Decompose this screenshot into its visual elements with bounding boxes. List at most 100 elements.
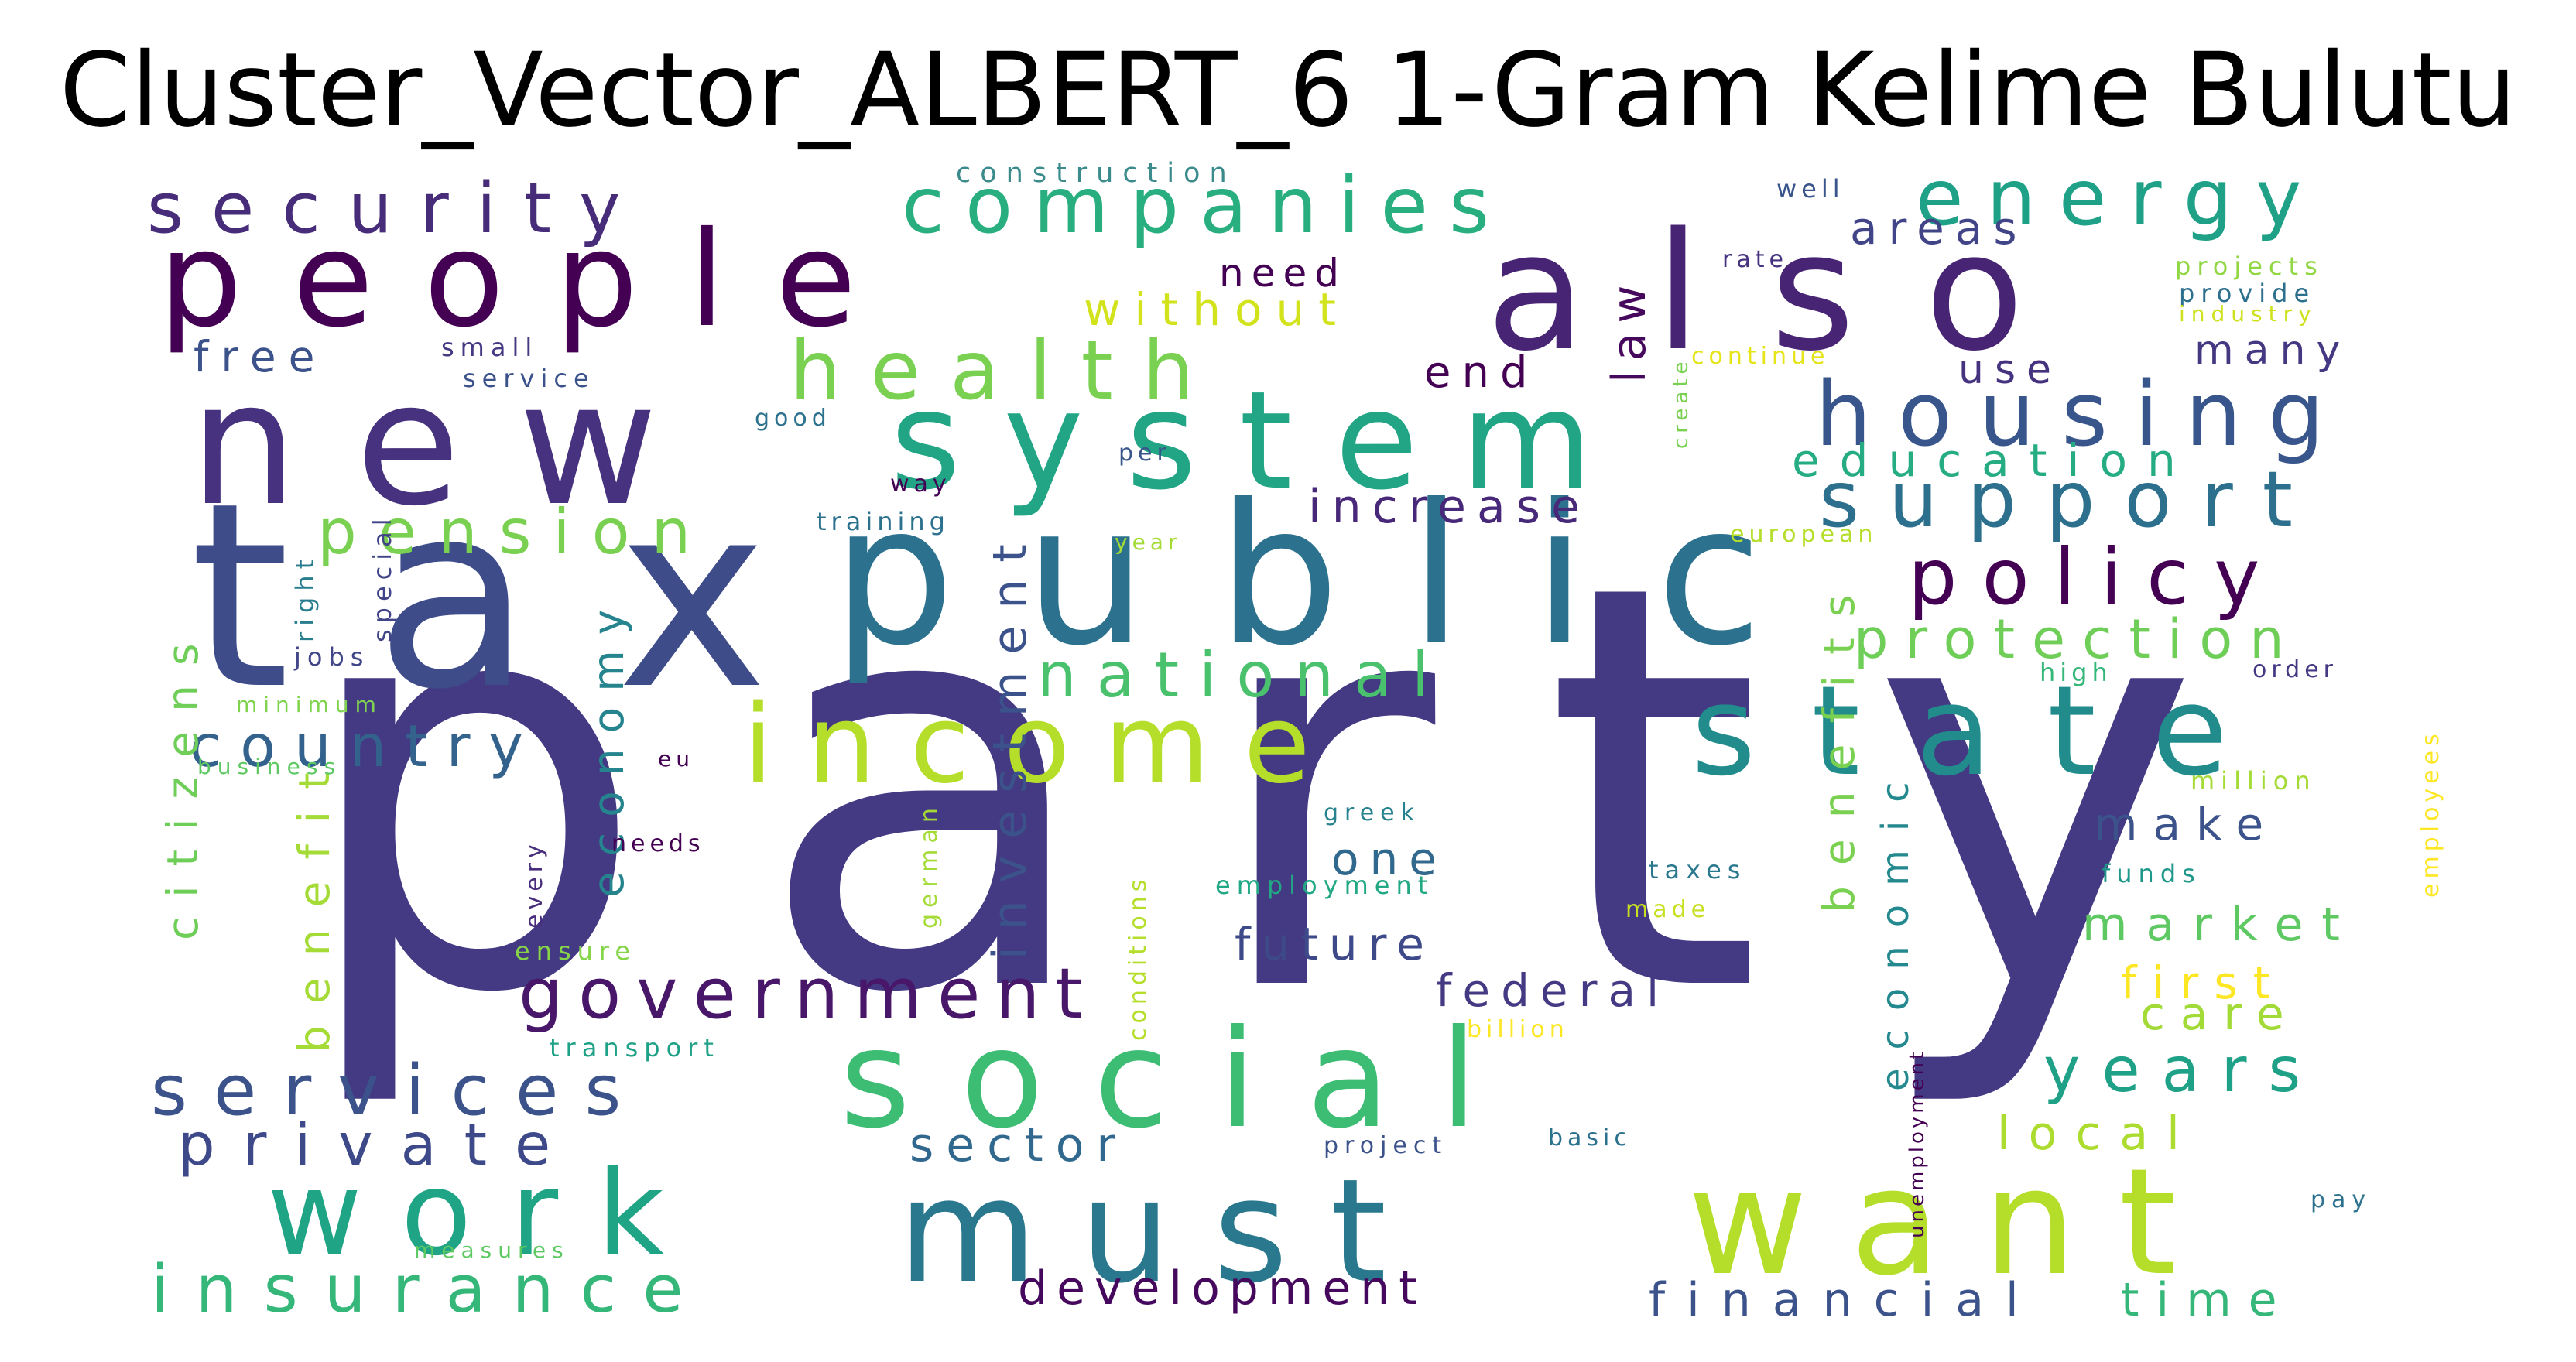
word-pension: pension	[317, 496, 712, 568]
word-made: made	[1625, 896, 1710, 923]
word-way: way	[890, 471, 951, 498]
word-employment: employment	[1215, 871, 1434, 900]
word-tax: tax	[190, 448, 853, 745]
word-basic: basic	[1548, 1124, 1632, 1152]
word-government: government	[519, 953, 1098, 1035]
word-law: law	[1602, 275, 1656, 383]
word-special: special	[368, 512, 397, 642]
word-every: every	[521, 840, 548, 929]
word-must: must	[898, 1148, 1429, 1315]
word-national: national	[1037, 639, 1449, 711]
word-income: income	[743, 682, 1345, 808]
word-future: future	[1235, 918, 1435, 970]
word-country: country	[190, 712, 542, 780]
word-projects: projects	[2175, 252, 2324, 281]
word-needs: needs	[611, 830, 705, 857]
word-jobs: jobs	[293, 642, 369, 672]
word-want: want	[1687, 1137, 2219, 1308]
word-industry: industry	[2179, 301, 2317, 327]
word-people: people	[159, 204, 906, 357]
word-continue: continue	[1691, 343, 1829, 370]
word-billion: billion	[1467, 1016, 1569, 1043]
word-transport: transport	[550, 1033, 720, 1063]
word-social: social	[840, 1001, 1528, 1158]
page-title: Cluster_Vector_ALBERT_6 1-Gram Kelime Bu…	[59, 31, 2517, 150]
word-policy: policy	[1908, 532, 2284, 622]
word-many: many	[2194, 327, 2351, 374]
word-insurance: insurance	[151, 1251, 710, 1328]
word-time: time	[2121, 1273, 2294, 1327]
word-education: education	[1792, 434, 2196, 487]
word-business: business	[197, 754, 341, 779]
word-care: care	[2140, 987, 2300, 1040]
word-state: state	[1691, 659, 2283, 803]
word-benefit: benefit	[289, 751, 339, 1052]
word-employees: employees	[2417, 729, 2444, 898]
word-million: million	[2191, 766, 2317, 796]
word-economy: economy	[584, 594, 633, 898]
word-year: year	[1115, 529, 1181, 555]
word-first: first	[2121, 956, 2286, 1009]
word-areas: areas	[1850, 202, 2028, 255]
word-citizens: citizens	[158, 624, 207, 940]
word-eu: eu	[658, 746, 694, 772]
word-well: well	[1776, 174, 1845, 204]
word-housing: housing	[1815, 363, 2351, 467]
word-federal: federal	[1436, 964, 1670, 1017]
word-services: services	[151, 1050, 647, 1131]
word-taxes: taxes	[1649, 855, 1746, 885]
word-construction: construction	[956, 158, 1236, 189]
word-economic: economic	[1874, 763, 1917, 1091]
word-measures: measures	[414, 1237, 570, 1263]
word-work: work	[267, 1147, 703, 1282]
word-private: private	[178, 1110, 578, 1179]
word-without: without	[1084, 283, 1350, 336]
word-right: right	[290, 553, 320, 642]
word-provide: provide	[2179, 279, 2315, 308]
word-make: make	[2094, 798, 2279, 850]
word-also: also	[1486, 197, 2094, 387]
word-sector: sector	[909, 1118, 1128, 1172]
word-service: service	[463, 364, 595, 393]
word-create: create	[1670, 357, 1693, 449]
word-party: party	[294, 466, 2309, 1114]
word-public: public	[832, 463, 1832, 688]
word-increase: increase	[1308, 480, 1591, 534]
word-support: support	[1819, 454, 2322, 545]
word-free: free	[194, 332, 327, 382]
word-need: need	[1219, 251, 1347, 296]
word-order: order	[2252, 656, 2338, 683]
word-local: local	[1997, 1107, 2198, 1161]
word-ensure: ensure	[515, 936, 636, 966]
word-good: good	[755, 405, 831, 432]
word-security: security	[147, 168, 648, 249]
word-greek: greek	[1324, 799, 1420, 826]
word-new: new	[190, 345, 716, 543]
word-project: project	[1324, 1132, 1447, 1159]
word-per: per	[1118, 440, 1171, 467]
word-energy: energy	[1916, 152, 2324, 243]
word-investment: investment	[983, 527, 1037, 960]
word-benefits: benefits	[1814, 574, 1864, 913]
word-market: market	[2082, 898, 2358, 952]
word-conditions: conditions	[1125, 875, 1152, 1041]
word-rate: rate	[1722, 246, 1788, 273]
word-end: end	[1424, 347, 1539, 398]
word-german: german	[916, 802, 943, 929]
word-unemployment: unemployment	[1906, 1049, 1929, 1238]
word-small: small	[441, 333, 538, 362]
word-minimum: minimum	[236, 692, 382, 717]
word-protection: protection	[1854, 607, 2301, 671]
word-health: health	[790, 323, 1223, 418]
word-high: high	[2040, 658, 2112, 687]
word-use: use	[1958, 347, 2062, 393]
word-companies: companies	[902, 160, 1510, 251]
word-funds: funds	[2102, 859, 2201, 888]
word-development: development	[1018, 1261, 1427, 1316]
word-pay: pay	[2311, 1186, 2372, 1213]
word-years: years	[2043, 1034, 2322, 1106]
word-european: european	[1730, 521, 1877, 548]
word-system: system	[890, 363, 1636, 520]
word-financial: financial	[1649, 1273, 2040, 1327]
word-one: one	[1331, 833, 1447, 885]
